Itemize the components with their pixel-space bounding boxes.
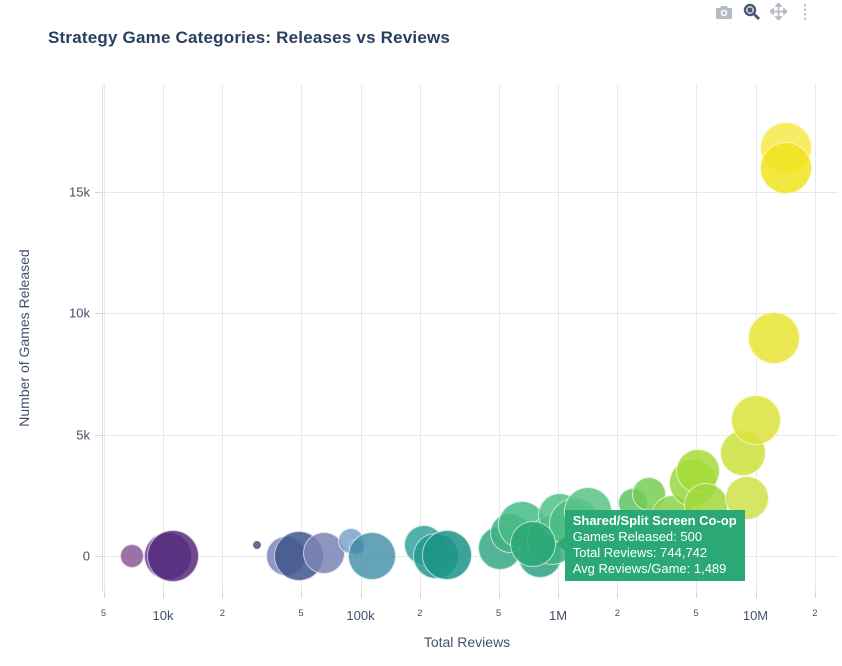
- y-axis-title: Number of Games Released: [16, 249, 32, 427]
- x-gridline: [103, 85, 105, 591]
- x-tick-mark: [419, 591, 421, 598]
- y-axis-line: [102, 85, 103, 591]
- y-tick-mark: [95, 434, 102, 436]
- y-tick-label: 5k: [76, 427, 90, 443]
- x-tick-label: 5: [693, 608, 699, 619]
- x-gridline: [301, 85, 303, 591]
- x-tick-mark: [617, 591, 619, 598]
- hover-tooltip: Shared/Split Screen Co-op Games Released…: [564, 509, 745, 581]
- x-tick-label: 2: [812, 608, 818, 619]
- chart-title: Strategy Game Categories: Releases vs Re…: [48, 28, 451, 47]
- x-tick-label: 1M: [548, 608, 568, 623]
- more-options-button[interactable]: [796, 3, 814, 23]
- bubble-marker[interactable]: [253, 541, 262, 550]
- x-tick-mark: [163, 591, 164, 598]
- pan-icon: [767, 1, 789, 23]
- pan-button[interactable]: [767, 1, 789, 23]
- y-tick-label: 0: [82, 548, 90, 564]
- x-tick-label: 2: [417, 608, 423, 619]
- y-tick-label: 10k: [69, 305, 90, 321]
- x-tick-mark: [696, 591, 698, 598]
- tooltip-category-name: Shared/Split Screen Co-op: [572, 512, 737, 528]
- x-gridline: [419, 85, 421, 591]
- bubble-marker[interactable]: [120, 544, 145, 568]
- y-gridline: [102, 313, 838, 315]
- bubble-marker[interactable]: [760, 141, 813, 194]
- x-tick-mark: [498, 591, 500, 598]
- y-tick-mark: [95, 191, 102, 193]
- x-tick-label: 2: [219, 608, 226, 619]
- bubble-marker[interactable]: [146, 530, 199, 582]
- x-gridline: [360, 85, 362, 591]
- x-tick-mark: [755, 591, 757, 598]
- tooltip-total-reviews: Total Reviews: 744,742: [572, 544, 708, 560]
- camera-icon: [715, 5, 733, 22]
- x-gridline: [558, 85, 559, 591]
- x-gridline: [222, 85, 224, 591]
- x-axis-title: Total Reviews: [423, 634, 511, 650]
- x-gridline: [617, 85, 619, 591]
- box-zoom-icon: [743, 3, 760, 23]
- tooltip-arrow: [556, 535, 566, 552]
- bubble-marker[interactable]: [731, 395, 782, 446]
- y-tick-mark: [95, 313, 102, 315]
- x-gridline: [498, 85, 500, 591]
- bubble-marker[interactable]: [302, 532, 345, 575]
- x-tick-mark: [301, 591, 303, 598]
- x-tick-label: 100k: [346, 608, 375, 623]
- download-plot-button[interactable]: [715, 4, 733, 22]
- modebar: [715, 1, 814, 23]
- x-tick-label: 10k: [152, 608, 174, 623]
- x-tick-label: 2: [614, 608, 621, 619]
- x-tick-mark: [360, 591, 362, 598]
- box-zoom-button[interactable]: [742, 3, 760, 23]
- vertical-dots-icon: [803, 3, 807, 23]
- bubble-marker[interactable]: [747, 311, 800, 364]
- x-gridline: [696, 85, 698, 591]
- x-tick-label: 5: [495, 608, 502, 619]
- y-gridline: [102, 191, 838, 193]
- y-gridline: [102, 434, 838, 436]
- x-gridline: [814, 85, 816, 591]
- x-tick-label: 5: [100, 608, 107, 619]
- bubble-marker[interactable]: [348, 532, 397, 580]
- tooltip-games-released: Games Released: 500: [572, 528, 703, 544]
- x-tick-label: 5: [298, 608, 304, 619]
- x-tick-mark: [222, 591, 224, 598]
- y-tick-mark: [95, 556, 102, 557]
- x-gridline: [163, 85, 164, 591]
- x-tick-mark: [814, 591, 816, 598]
- tooltip-avg-reviews: Avg Reviews/Game: 1,489: [572, 560, 727, 576]
- x-tick-mark: [558, 591, 559, 598]
- x-tick-mark: [103, 591, 105, 598]
- bubble-marker-hovered[interactable]: [509, 520, 556, 567]
- x-tick-label: 10M: [742, 608, 769, 623]
- y-tick-label: 15k: [69, 184, 90, 200]
- bubble-marker[interactable]: [422, 530, 473, 581]
